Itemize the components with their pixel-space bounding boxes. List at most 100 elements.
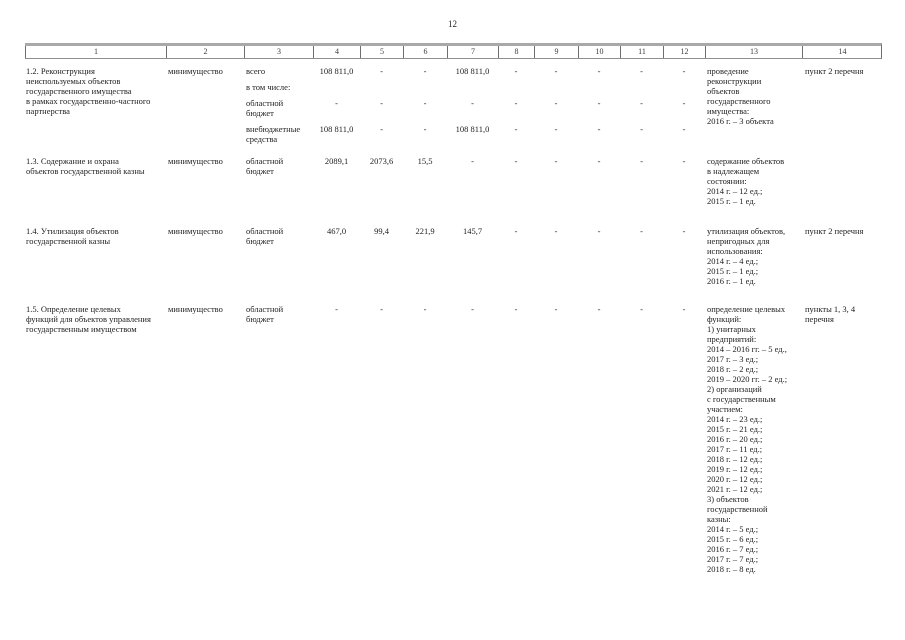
column-number-header-13: 13 bbox=[705, 46, 802, 58]
cell-funding-source: областной бюджет bbox=[246, 156, 284, 176]
table-body: 1.2. Реконструкция неиспользуемых объект… bbox=[25, 59, 882, 574]
column-number-header-1: 1 bbox=[25, 46, 166, 58]
cell-value: - bbox=[597, 226, 601, 236]
cell-value: - bbox=[380, 66, 383, 76]
cell-value: - bbox=[514, 304, 518, 314]
cell-value: - bbox=[597, 98, 601, 108]
cell-value: - bbox=[380, 124, 383, 134]
financing-subrows: всего 108 811,0 - - 108 811,0 - - - - - … bbox=[244, 66, 705, 144]
program-measures-table: 1 2 3 4 5 6 7 8 9 10 11 12 13 14 1.2. Ре… bbox=[25, 43, 882, 574]
cell-funding-source: внебюджетные средства bbox=[246, 124, 301, 144]
cell-value: - bbox=[514, 66, 518, 76]
cell-value: - bbox=[380, 98, 383, 108]
cell-funding-source: областной бюджет bbox=[246, 304, 284, 324]
cell-value: - bbox=[423, 304, 427, 314]
cell-value: - bbox=[471, 98, 474, 108]
cell-value: - bbox=[682, 66, 686, 76]
cell-expected-result: проведение реконструкции объектов госуда… bbox=[707, 66, 774, 126]
cell-value: - bbox=[423, 124, 427, 134]
cell-executor: минимущество bbox=[168, 66, 223, 76]
cell-value: - bbox=[640, 98, 643, 108]
cell-executor: минимущество bbox=[168, 226, 223, 236]
cell-value: 2089,1 bbox=[324, 156, 349, 166]
column-number-header-2: 2 bbox=[166, 46, 244, 58]
cell-value: 15,5 bbox=[417, 156, 433, 166]
table-header-row: 1 2 3 4 5 6 7 8 9 10 11 12 13 14 bbox=[25, 43, 882, 59]
cell-value: - bbox=[682, 304, 686, 314]
cell-measure-name: 1.3. Содержание и охрана объектов госуда… bbox=[26, 156, 145, 176]
column-number-header-7: 7 bbox=[447, 46, 498, 58]
cell-value: - bbox=[554, 304, 558, 314]
financing-subrow-total: всего 108 811,0 - - 108 811,0 - - - - - bbox=[244, 66, 705, 76]
cell-funding-source: всего bbox=[246, 66, 266, 76]
financing-subrow-including: в том числе: bbox=[244, 82, 705, 92]
table-row-1-2: 1.2. Реконструкция неиспользуемых объект… bbox=[25, 66, 882, 156]
cell-value: 145,7 bbox=[462, 226, 483, 236]
cell-value: - bbox=[640, 124, 643, 134]
column-number-header-4: 4 bbox=[313, 46, 360, 58]
column-number-header-12: 12 bbox=[663, 46, 705, 58]
cell-expected-result: определение целевых функций: 1) унитарны… bbox=[707, 304, 788, 574]
cell-value: - bbox=[597, 304, 601, 314]
cell-value: - bbox=[335, 304, 338, 314]
cell-value: - bbox=[554, 124, 558, 134]
cell-value: - bbox=[471, 304, 474, 314]
table-row-1-5: 1.5. Определение целевых функций для объ… bbox=[25, 304, 882, 574]
column-number-header-11: 11 bbox=[620, 46, 663, 58]
cell-value: - bbox=[514, 156, 518, 166]
column-number-header-14: 14 bbox=[802, 46, 882, 58]
cell-value: 221,9 bbox=[415, 226, 435, 236]
cell-value: - bbox=[335, 98, 338, 108]
financing-subrow-extrabudget: внебюджетные средства 108 811,0 - - 108 … bbox=[244, 124, 705, 144]
cell-value: - bbox=[554, 156, 558, 166]
cell-value: - bbox=[554, 226, 558, 236]
cell-value: - bbox=[597, 66, 601, 76]
cell-value: - bbox=[640, 156, 643, 166]
column-number-header-10: 10 bbox=[578, 46, 620, 58]
cell-executor: минимущество bbox=[168, 156, 223, 166]
cell-measure-name: 1.5. Определение целевых функций для объ… bbox=[26, 304, 151, 334]
cell-value: - bbox=[380, 304, 383, 314]
table-row-1-4: 1.4. Утилизация объектов государственной… bbox=[25, 226, 882, 304]
cell-measure-name: 1.2. Реконструкция неиспользуемых объект… bbox=[26, 66, 151, 116]
cell-list-reference: пункт 2 перечня bbox=[805, 226, 864, 236]
cell-list-reference: пункты 1, 3, 4 перечня bbox=[805, 304, 856, 324]
cell-value: - bbox=[682, 98, 686, 108]
cell-list-reference: пункт 2 перечня bbox=[805, 66, 864, 76]
cell-executor: минимущество bbox=[168, 304, 223, 314]
cell-value: - bbox=[423, 66, 427, 76]
cell-value: 108 811,0 bbox=[319, 124, 354, 134]
column-number-header-8: 8 bbox=[498, 46, 534, 58]
cell-value: 99,4 bbox=[374, 226, 389, 236]
cell-expected-result: утилизация объектов, непригодных для исп… bbox=[707, 226, 786, 286]
cell-value: - bbox=[514, 226, 518, 236]
cell-value: - bbox=[514, 98, 518, 108]
cell-value: 108 811,0 bbox=[455, 66, 490, 76]
cell-measure-name: 1.4. Утилизация объектов государственной… bbox=[26, 226, 119, 246]
cell-expected-result: содержание объектов в надлежащем состоян… bbox=[707, 156, 785, 206]
cell-value: - bbox=[423, 98, 427, 108]
cell-value: 2073,6 bbox=[369, 156, 394, 166]
cell-value: - bbox=[640, 66, 643, 76]
financing-subrow-oblast-budget: областной бюджет - - - - - - - - - bbox=[244, 98, 705, 118]
cell-value: 108 811,0 bbox=[455, 124, 490, 134]
cell-funding-source: областной бюджет bbox=[246, 226, 284, 246]
page-number: 12 bbox=[448, 19, 457, 29]
cell-funding-source: областной бюджет bbox=[246, 98, 284, 118]
cell-value: - bbox=[640, 226, 643, 236]
cell-value: - bbox=[640, 304, 643, 314]
cell-value: 108 811,0 bbox=[319, 66, 354, 76]
column-number-header-5: 5 bbox=[360, 46, 403, 58]
column-number-header-9: 9 bbox=[534, 46, 578, 58]
column-number-header-3: 3 bbox=[244, 46, 313, 58]
cell-value: - bbox=[597, 124, 601, 134]
cell-value: - bbox=[554, 66, 558, 76]
cell-funding-source: в том числе: bbox=[246, 82, 291, 92]
column-number-header-6: 6 bbox=[403, 46, 447, 58]
table-row-1-3: 1.3. Содержание и охрана объектов госуда… bbox=[25, 156, 882, 226]
cell-value: - bbox=[554, 98, 558, 108]
cell-value: - bbox=[471, 156, 474, 166]
cell-value: - bbox=[514, 124, 518, 134]
cell-value: - bbox=[682, 124, 686, 134]
cell-value: 467,0 bbox=[326, 226, 347, 236]
